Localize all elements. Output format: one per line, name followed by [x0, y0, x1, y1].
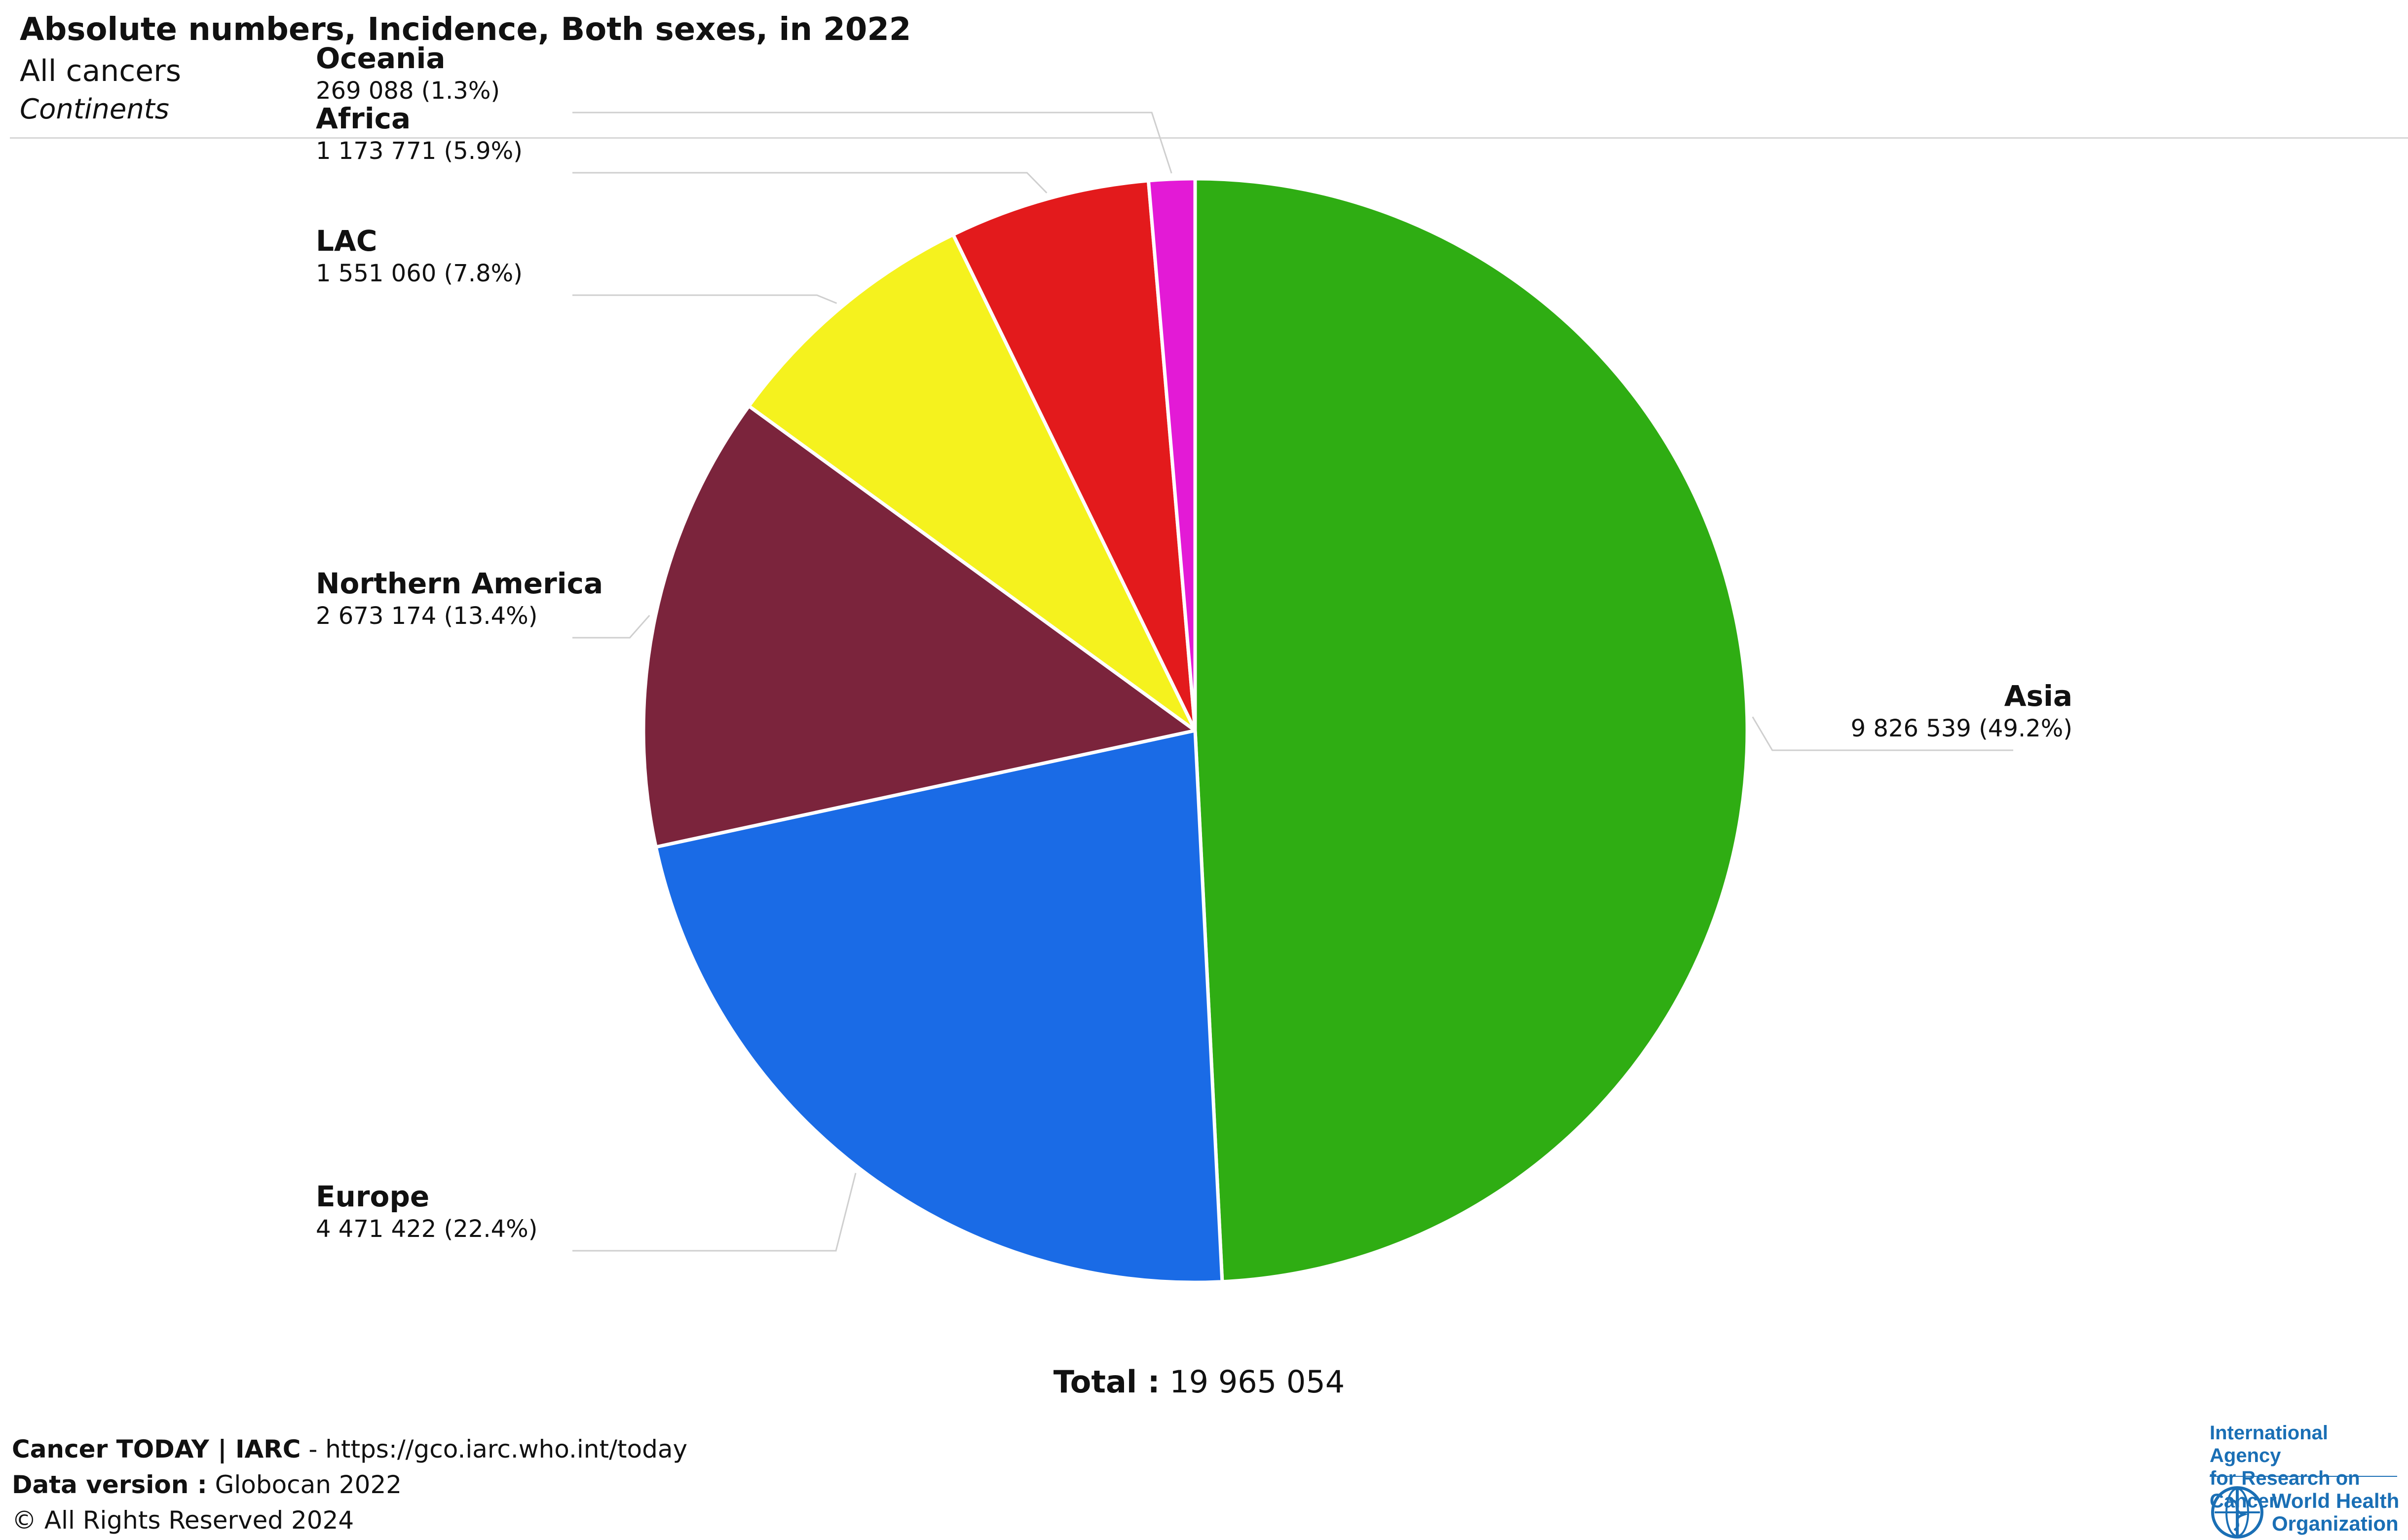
chart-grouping: Continents [20, 93, 169, 125]
slice-label-name-africa: Africa [316, 102, 411, 135]
slice-oceania[interactable] [1146, 177, 1197, 732]
slice-europe[interactable] [654, 729, 1224, 1284]
slice-label-name-lac: LAC [316, 224, 377, 258]
footer-source-url: - https://gco.iarc.who.int/today [301, 1435, 688, 1463]
leader-line-oceania [572, 112, 1172, 174]
pie-slices [641, 177, 1749, 1284]
iarc-who-logo: International Agency for Research on Can… [2210, 1422, 2402, 1540]
chart-total: Total : 19 965 054 [0, 1362, 2398, 1402]
who-logo-text: World Health Organization [2272, 1490, 2399, 1535]
slice-label-value-lac: 1 551 060 (7.8%) [316, 260, 523, 287]
iarc-logo-text: International Agency for Research on Can… [2210, 1422, 2402, 1512]
who-emblem-icon [2211, 1486, 2263, 1539]
iarc-line-1: International Agency [2210, 1422, 2329, 1466]
slice-label-name-asia: Asia [2004, 679, 2072, 713]
who-line-1: World Health [2272, 1489, 2400, 1512]
leader-line-asia [1752, 716, 2013, 751]
slice-lac[interactable] [747, 232, 1197, 732]
chart-header: Absolute numbers, Incidence, Both sexes,… [20, 10, 911, 128]
iarc-line-2: for Research on Cancer [2210, 1467, 2360, 1512]
chart-subtitle: All cancers [20, 54, 182, 88]
leader-lines [572, 112, 2013, 1252]
footer-source-name: Cancer TODAY | IARC [12, 1435, 301, 1463]
footer: Cancer TODAY | IARC - https://gco.iarc.w… [12, 1431, 687, 1538]
who-line-2: Organization [2272, 1512, 2399, 1535]
logo-divider [2210, 1476, 2397, 1477]
total-label: Total : [1053, 1364, 1160, 1400]
slice-label-value-oceania: 269 088 (1.3%) [316, 77, 500, 105]
total-value: 19 965 054 [1169, 1364, 1345, 1400]
footer-version-label: Data version : [12, 1470, 207, 1499]
leader-line-northern-america [572, 615, 650, 639]
footer-version: Data version : Globocan 2022 [12, 1467, 687, 1502]
footer-source: Cancer TODAY | IARC - https://gco.iarc.w… [12, 1431, 687, 1467]
slice-label-name-northern-america: Northern America [316, 567, 603, 600]
slice-asia[interactable] [1193, 177, 1749, 1284]
slice-africa[interactable] [951, 179, 1197, 732]
header-divider [10, 137, 2408, 139]
slice-label-value-africa: 1 173 771 (5.9%) [316, 137, 523, 165]
slice-label-value-europe: 4 471 422 (22.4%) [316, 1215, 537, 1243]
footer-copyright: © All Rights Reserved 2024 [12, 1506, 354, 1535]
slice-label-value-asia: 9 826 539 (49.2%) [1851, 715, 2072, 742]
chart-title: Absolute numbers, Incidence, Both sexes,… [20, 11, 911, 48]
slice-label-name-oceania: Oceania [316, 41, 445, 75]
slice-label-value-northern-america: 2 673 174 (13.4%) [316, 602, 537, 630]
slice-northern-america[interactable] [641, 404, 1197, 849]
who-logo: World Health Organization [2210, 1485, 2399, 1540]
footer-version-value: Globocan 2022 [207, 1470, 402, 1499]
leader-line-europe [572, 1173, 857, 1252]
leader-line-lac [572, 294, 837, 304]
slice-label-name-europe: Europe [316, 1180, 429, 1213]
leader-line-africa [572, 172, 1048, 193]
